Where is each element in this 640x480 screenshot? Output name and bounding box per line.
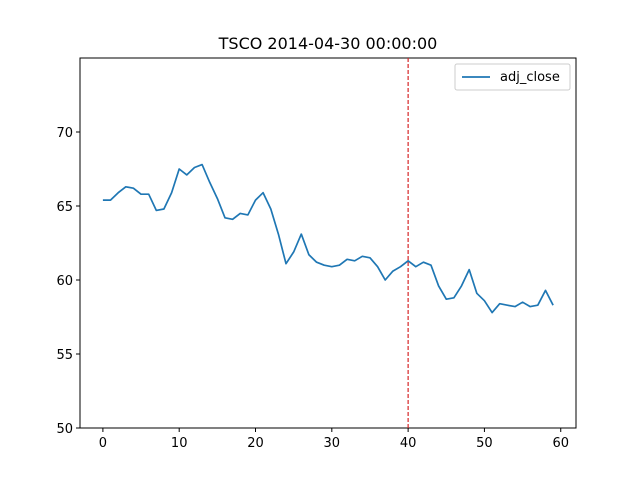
x-tick-label: 20 [247,436,264,451]
x-tick-label: 0 [99,436,107,451]
legend: adj_close [454,63,571,91]
legend-box [454,63,571,91]
y-tick-label: 55 [56,348,73,363]
y-tick-label: 70 [56,126,73,141]
x-tick-label: 60 [552,436,569,451]
legend-label-adj-close: adj_close [500,70,560,85]
y-tick-label: 50 [56,422,73,437]
x-axis: 0 10 20 30 40 50 60 [99,428,569,451]
y-tick-label: 65 [56,200,73,215]
x-tick-label: 10 [171,436,188,451]
series-line-adj-close [102,163,554,314]
y-axis: 50 55 60 65 70 [56,126,80,437]
x-tick-label: 50 [476,436,493,451]
y-tick-label: 60 [56,274,73,289]
x-tick-label: 40 [400,436,417,451]
chart-title: TSCO 2014-04-30 00:00:00 [218,34,438,53]
x-tick-label: 30 [324,436,341,451]
plot-area [79,57,577,429]
